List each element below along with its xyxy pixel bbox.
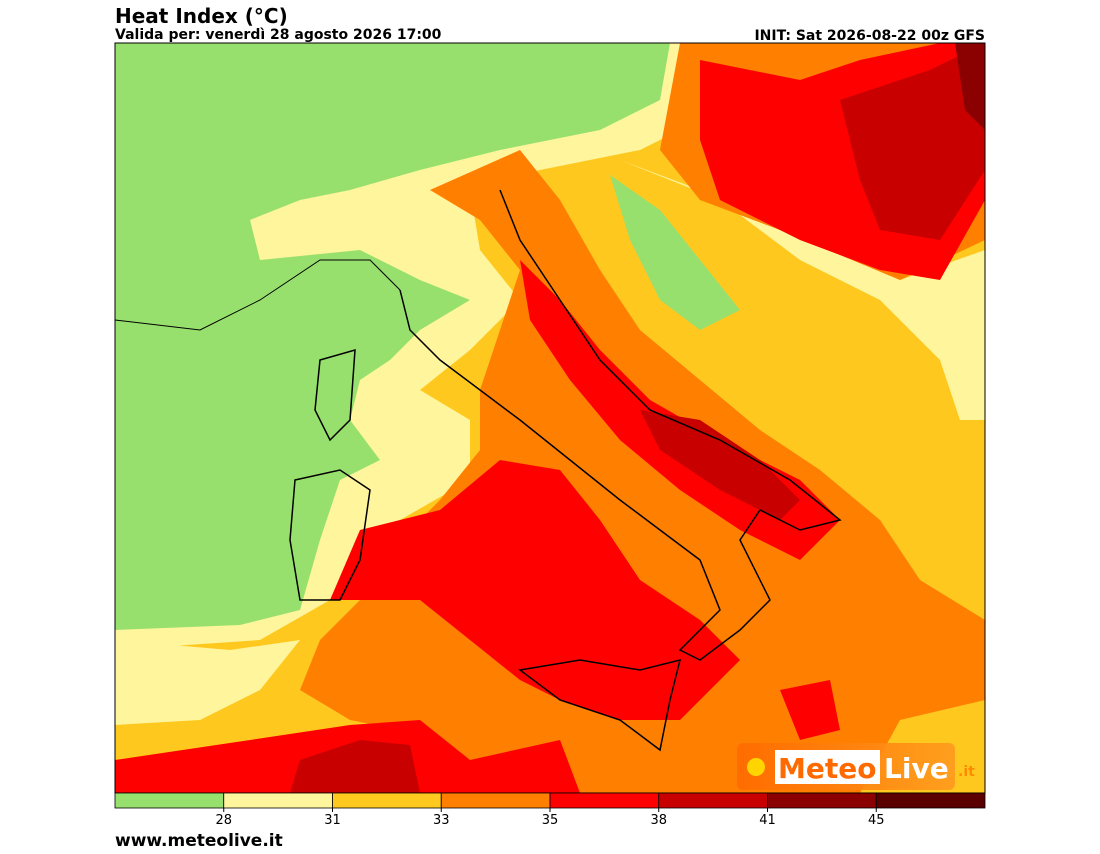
subtitle: Valida per: venerdì 28 agosto 2026 17:00 [115, 27, 442, 43]
logo-brand: Live [884, 752, 949, 785]
logo: Meteo Live .it [737, 743, 975, 790]
logo-name: Meteo [778, 752, 876, 785]
colorbar-tick-label: 45 [868, 813, 885, 828]
colorbar-tick-label: 28 [215, 813, 232, 828]
colorbar-segment [440, 792, 551, 809]
init-label: INIT: Sat 2026-08-22 00z GFS [754, 28, 985, 44]
logo-domain: .it [958, 764, 975, 780]
colorbar: 28 31 33 35 38 41 45 [114, 792, 986, 828]
colorbar-segment [875, 792, 986, 809]
colorbar-segment [549, 792, 660, 809]
title: Heat Index (°C) [115, 4, 288, 28]
heat-map [115, 43, 985, 793]
colorbar-tick-label: 41 [759, 813, 776, 828]
colorbar-segment [658, 792, 768, 809]
colorbar-tick-label: 35 [542, 813, 559, 828]
colorbar-tick-label: 31 [324, 813, 341, 828]
footer-url: www.meteolive.it [115, 831, 283, 850]
colorbar-tick-label: 33 [433, 813, 450, 828]
colorbar-segment [223, 792, 333, 809]
colorbar-tick-label: 38 [650, 813, 667, 828]
colorbar-segment [767, 792, 877, 809]
colorbar-segment [332, 792, 442, 809]
colorbar-segment [114, 792, 225, 809]
